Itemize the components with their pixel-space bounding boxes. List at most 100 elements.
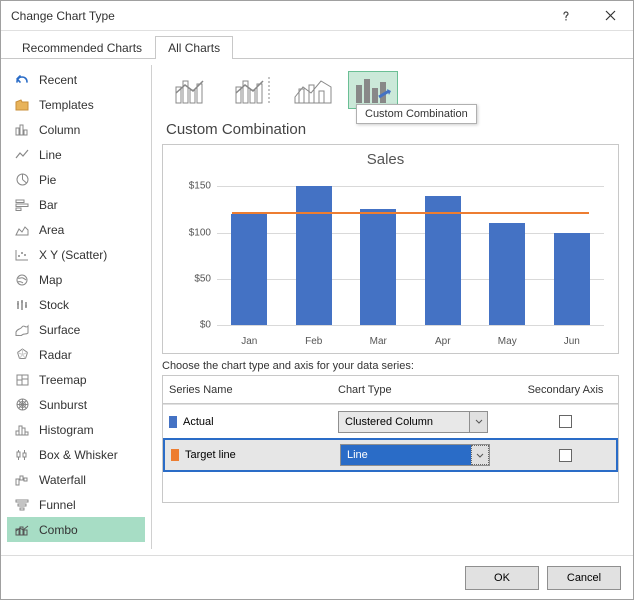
series-row-actual[interactable]: Actual Clustered Column: [163, 404, 618, 438]
y-tick-label: $150: [189, 181, 211, 192]
titlebar: Change Chart Type: [1, 1, 633, 31]
tab-all-charts[interactable]: All Charts: [155, 36, 233, 59]
x-tick-label: Jan: [217, 336, 282, 347]
sidebar-item-treemap[interactable]: Treemap: [7, 367, 145, 392]
x-tick-label: Mar: [346, 336, 411, 347]
treemap-icon: [13, 371, 31, 389]
series-table: Series Name Chart Type Secondary Axis Ac…: [162, 375, 619, 503]
subtype-clustered-column-line[interactable]: [168, 71, 218, 109]
sidebar-item-label: Funnel: [39, 498, 76, 512]
stock-icon: [13, 296, 31, 314]
x-tick-label: May: [475, 336, 540, 347]
sidebar-item-label: Column: [39, 123, 80, 137]
chart-type-dropdown-actual[interactable]: Clustered Column: [338, 411, 488, 433]
subtype-clustered-column-line-secondary[interactable]: [228, 71, 278, 109]
close-button[interactable]: [588, 1, 633, 31]
secondary-axis-checkbox-actual[interactable]: [559, 415, 572, 428]
chart-bar: [425, 196, 461, 326]
sidebar-item-waterfall[interactable]: Waterfall: [7, 467, 145, 492]
radar-icon: [13, 346, 31, 364]
plot-area: $0$50$100$150: [217, 177, 604, 325]
sidebar-item-pie[interactable]: Pie: [7, 167, 145, 192]
sidebar-item-bar[interactable]: Bar: [7, 192, 145, 217]
help-button[interactable]: [543, 1, 588, 31]
dropdown-value: Line: [341, 449, 471, 461]
sidebar-item-label: Surface: [39, 323, 80, 337]
sidebar-item-histogram[interactable]: Histogram: [7, 417, 145, 442]
x-axis-labels: JanFebMarAprMayJun: [217, 336, 604, 347]
boxwhisker-icon: [13, 446, 31, 464]
sidebar-item-surface[interactable]: Surface: [7, 317, 145, 342]
series-row-target[interactable]: Target line Line: [163, 438, 618, 472]
change-chart-type-dialog: Change Chart Type Recommended Charts All…: [0, 0, 634, 600]
sidebar-item-map[interactable]: Map: [7, 267, 145, 292]
gridline: [217, 186, 604, 187]
series-swatch-icon: [171, 449, 179, 461]
sidebar-item-templates[interactable]: Templates: [7, 92, 145, 117]
chart-bar: [296, 186, 332, 325]
sidebar-item-scatter[interactable]: X Y (Scatter): [7, 242, 145, 267]
ok-button[interactable]: OK: [465, 566, 539, 590]
dialog-title: Change Chart Type: [11, 9, 115, 23]
sidebar-item-funnel[interactable]: Funnel: [7, 492, 145, 517]
sidebar-item-combo[interactable]: Combo: [7, 517, 145, 542]
secondary-axis-checkbox-target[interactable]: [559, 449, 572, 462]
series-name-label: Actual: [183, 416, 214, 428]
series-header: Series Name Chart Type Secondary Axis: [163, 376, 618, 404]
waterfall-icon: [13, 471, 31, 489]
chart-title: Sales: [163, 151, 608, 168]
subtype-row: Custom Combination: [162, 67, 619, 117]
histogram-icon: [13, 421, 31, 439]
header-secondary-axis: Secondary Axis: [513, 384, 618, 396]
cancel-button[interactable]: Cancel: [547, 566, 621, 590]
sidebar-item-column[interactable]: Column: [7, 117, 145, 142]
series-name-label: Target line: [185, 449, 236, 461]
sidebar-item-sunburst[interactable]: Sunburst: [7, 392, 145, 417]
sidebar-item-area[interactable]: Area: [7, 217, 145, 242]
templates-icon: [13, 96, 31, 114]
sidebar-item-label: Treemap: [39, 373, 87, 387]
chart-bar: [489, 223, 525, 325]
main-panel: Custom Combination Custom Combination Sa…: [152, 59, 633, 555]
sidebar-item-radar[interactable]: Radar: [7, 342, 145, 367]
y-tick-label: $50: [194, 273, 211, 284]
x-tick-label: Jun: [540, 336, 605, 347]
chevron-down-icon: [471, 445, 489, 465]
chart-bar: [554, 233, 590, 326]
sidebar-item-stock[interactable]: Stock: [7, 292, 145, 317]
sidebar-item-label: Box & Whisker: [39, 448, 118, 462]
chart-preview[interactable]: Sales $0$50$100$150 JanFebMarAprMayJun: [162, 144, 619, 354]
sidebar-item-label: Line: [39, 148, 62, 162]
chart-bar: [360, 209, 396, 325]
tabs-row: Recommended Charts All Charts: [1, 31, 633, 59]
y-tick-label: $100: [189, 227, 211, 238]
gridline: [217, 279, 604, 280]
line-icon: [13, 146, 31, 164]
chart-type-dropdown-target[interactable]: Line: [340, 444, 490, 466]
sidebar-item-label: Bar: [39, 198, 58, 212]
sidebar-item-label: Area: [39, 223, 64, 237]
subtype-stacked-area-column[interactable]: [288, 71, 338, 109]
x-tick-label: Apr: [411, 336, 476, 347]
map-icon: [13, 271, 31, 289]
pie-icon: [13, 171, 31, 189]
scatter-icon: [13, 246, 31, 264]
combo-icon: [13, 521, 31, 539]
sidebar-item-label: Radar: [39, 348, 72, 362]
sidebar-item-label: X Y (Scatter): [39, 248, 107, 262]
sidebar-item-line[interactable]: Line: [7, 142, 145, 167]
gridline: [217, 233, 604, 234]
sidebar-item-boxwhisker[interactable]: Box & Whisker: [7, 442, 145, 467]
sidebar-item-label: Pie: [39, 173, 56, 187]
sidebar-item-recent[interactable]: Recent: [7, 67, 145, 92]
surface-icon: [13, 321, 31, 339]
dialog-footer: OK Cancel: [1, 555, 633, 599]
tab-recommended[interactable]: Recommended Charts: [9, 36, 155, 59]
x-tick-label: Feb: [282, 336, 347, 347]
header-series-name: Series Name: [163, 384, 338, 396]
bar-icon: [13, 196, 31, 214]
sidebar-item-label: Sunburst: [39, 398, 87, 412]
subtype-tooltip: Custom Combination: [356, 104, 477, 124]
sidebar-item-label: Histogram: [39, 423, 94, 437]
chevron-down-icon: [469, 412, 487, 432]
